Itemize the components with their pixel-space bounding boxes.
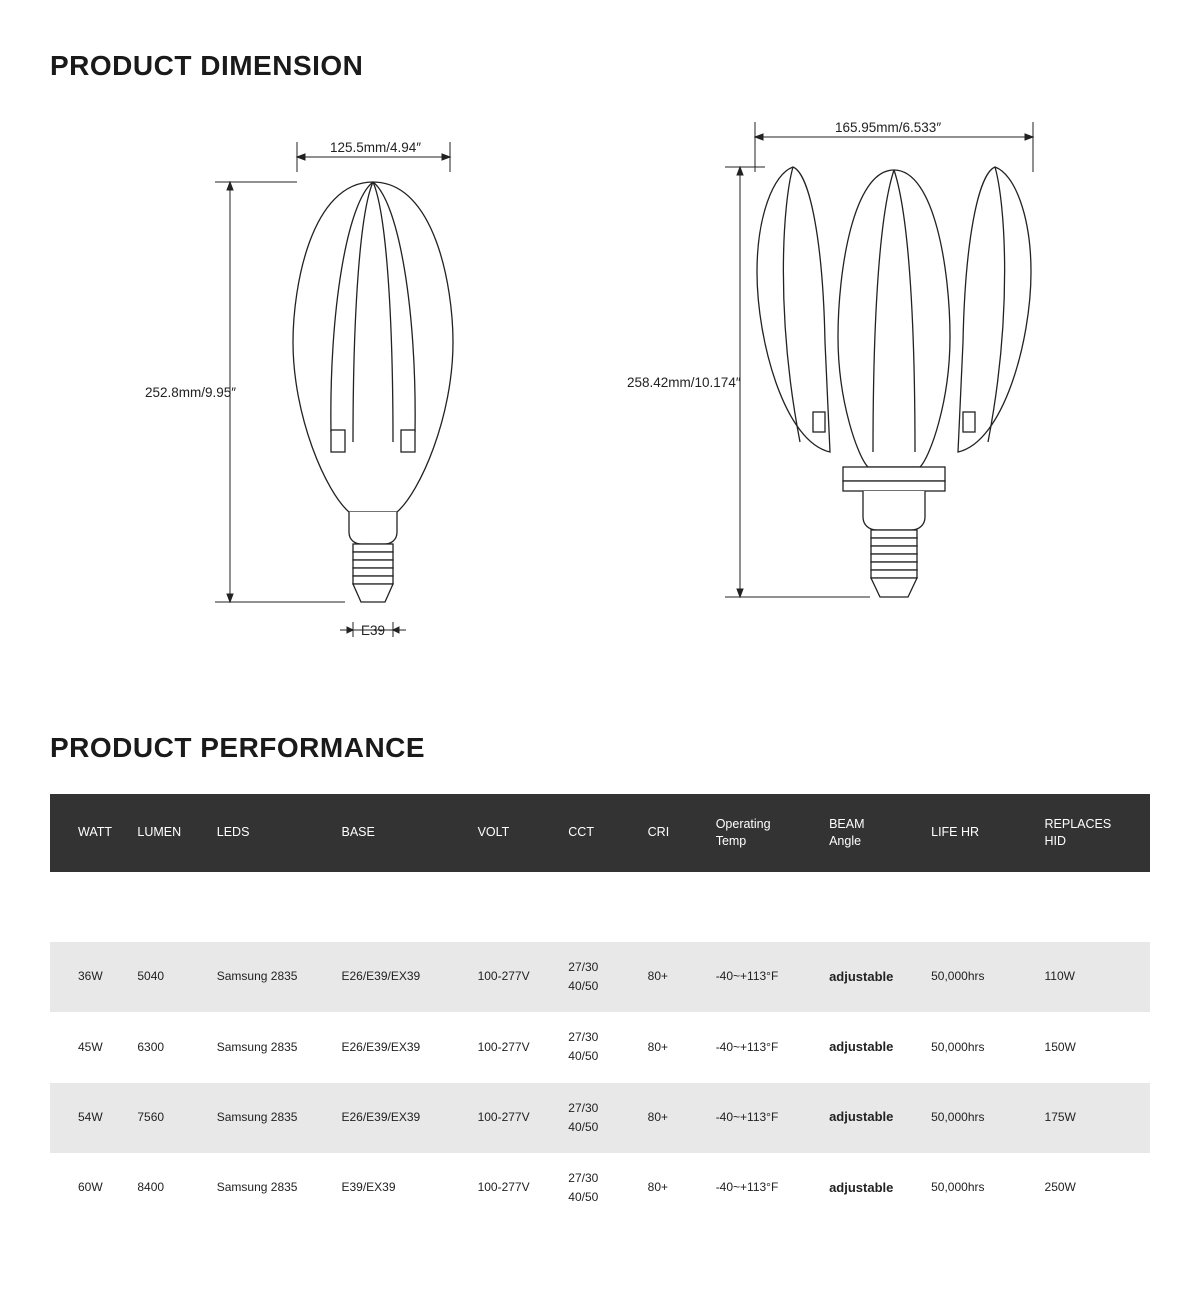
cell: 6300 bbox=[129, 1012, 208, 1082]
table-header-row: WATT LUMEN LEDS BASE VOLT CCT CRI Operat… bbox=[50, 794, 1150, 872]
open-height-label: 258.42mm/10.174″ bbox=[627, 375, 741, 390]
cell: 110W bbox=[1037, 942, 1150, 1012]
cell: 100-277V bbox=[470, 1083, 561, 1153]
dimension-diagrams: 125.5mm/4.94″ 252.8mm/9.95″ bbox=[50, 112, 1150, 672]
col-leds: LEDS bbox=[209, 794, 334, 872]
cell: adjustable bbox=[821, 1153, 923, 1223]
col-cri: CRI bbox=[640, 794, 708, 872]
cell: 27/3040/50 bbox=[560, 1153, 639, 1223]
cell: 50,000hrs bbox=[923, 1153, 1036, 1223]
cell: 100-277V bbox=[470, 942, 561, 1012]
cell: E26/E39/EX39 bbox=[333, 1012, 469, 1082]
col-watt: WATT bbox=[50, 794, 129, 872]
cell: E26/E39/EX39 bbox=[333, 942, 469, 1012]
cell: -40~+113°F bbox=[708, 1083, 821, 1153]
diagram-closed: 125.5mm/4.94″ 252.8mm/9.95″ bbox=[145, 112, 505, 672]
table-body: 36W5040Samsung 2835E26/E39/EX39100-277V2… bbox=[50, 872, 1150, 1224]
cell: E26/E39/EX39 bbox=[333, 1083, 469, 1153]
cell: adjustable bbox=[821, 1083, 923, 1153]
cell: adjustable bbox=[821, 1012, 923, 1082]
cell: -40~+113°F bbox=[708, 942, 821, 1012]
cell: 60W bbox=[50, 1153, 129, 1223]
col-lumen: LUMEN bbox=[129, 794, 208, 872]
cell: E39/EX39 bbox=[333, 1153, 469, 1223]
cell: 50,000hrs bbox=[923, 1083, 1036, 1153]
cell: 250W bbox=[1037, 1153, 1150, 1223]
table-row: 36W5040Samsung 2835E26/E39/EX39100-277V2… bbox=[50, 942, 1150, 1012]
cell: 50,000hrs bbox=[923, 942, 1036, 1012]
diagram-open: 165.95mm/6.533″ 258.42mm/10.174″ bbox=[625, 112, 1055, 672]
cell: 80+ bbox=[640, 942, 708, 1012]
cell: 100-277V bbox=[470, 1012, 561, 1082]
cell: 45W bbox=[50, 1012, 129, 1082]
closed-width-label: 125.5mm/4.94″ bbox=[330, 140, 421, 155]
cell: 150W bbox=[1037, 1012, 1150, 1082]
cell: Samsung 2835 bbox=[209, 942, 334, 1012]
open-width-label: 165.95mm/6.533″ bbox=[835, 120, 941, 135]
cell: 7560 bbox=[129, 1083, 208, 1153]
col-life: LIFE HR bbox=[923, 794, 1036, 872]
closed-base-label: E39 bbox=[361, 623, 385, 638]
cell: 80+ bbox=[640, 1012, 708, 1082]
cell: 27/3040/50 bbox=[560, 1083, 639, 1153]
col-hid: REPLACESHID bbox=[1037, 794, 1150, 872]
col-temp: OperatingTemp bbox=[708, 794, 821, 872]
cell: 27/3040/50 bbox=[560, 1012, 639, 1082]
table-row: 54W7560Samsung 2835E26/E39/EX39100-277V2… bbox=[50, 1083, 1150, 1153]
cell: Samsung 2835 bbox=[209, 1012, 334, 1082]
col-volt: VOLT bbox=[470, 794, 561, 872]
col-base: BASE bbox=[333, 794, 469, 872]
table-row: 45W6300Samsung 2835E26/E39/EX39100-277V2… bbox=[50, 1012, 1150, 1082]
cell: 80+ bbox=[640, 1153, 708, 1223]
cell: 100-277V bbox=[470, 1153, 561, 1223]
table-row: 60W8400Samsung 2835E39/EX39100-277V27/30… bbox=[50, 1153, 1150, 1223]
cell: 54W bbox=[50, 1083, 129, 1153]
cell: Samsung 2835 bbox=[209, 1153, 334, 1223]
performance-heading: PRODUCT PERFORMANCE bbox=[50, 732, 1150, 764]
cell: 36W bbox=[50, 942, 129, 1012]
closed-bulb-svg: 125.5mm/4.94″ 252.8mm/9.95″ bbox=[145, 112, 505, 672]
dimension-heading: PRODUCT DIMENSION bbox=[50, 50, 1150, 82]
cell: adjustable bbox=[821, 942, 923, 1012]
cell: -40~+113°F bbox=[708, 1153, 821, 1223]
cell: 5040 bbox=[129, 942, 208, 1012]
closed-height-label: 252.8mm/9.95″ bbox=[145, 385, 236, 400]
cell: 8400 bbox=[129, 1153, 208, 1223]
cell: 50,000hrs bbox=[923, 1012, 1036, 1082]
cell: 80+ bbox=[640, 1083, 708, 1153]
cell: 175W bbox=[1037, 1083, 1150, 1153]
col-beam: BEAMAngle bbox=[821, 794, 923, 872]
col-cct: CCT bbox=[560, 794, 639, 872]
cell: Samsung 2835 bbox=[209, 1083, 334, 1153]
cell: -40~+113°F bbox=[708, 1012, 821, 1082]
open-bulb-svg: 165.95mm/6.533″ 258.42mm/10.174″ bbox=[625, 112, 1055, 672]
cell: 27/3040/50 bbox=[560, 942, 639, 1012]
performance-table: WATT LUMEN LEDS BASE VOLT CCT CRI Operat… bbox=[50, 794, 1150, 1223]
